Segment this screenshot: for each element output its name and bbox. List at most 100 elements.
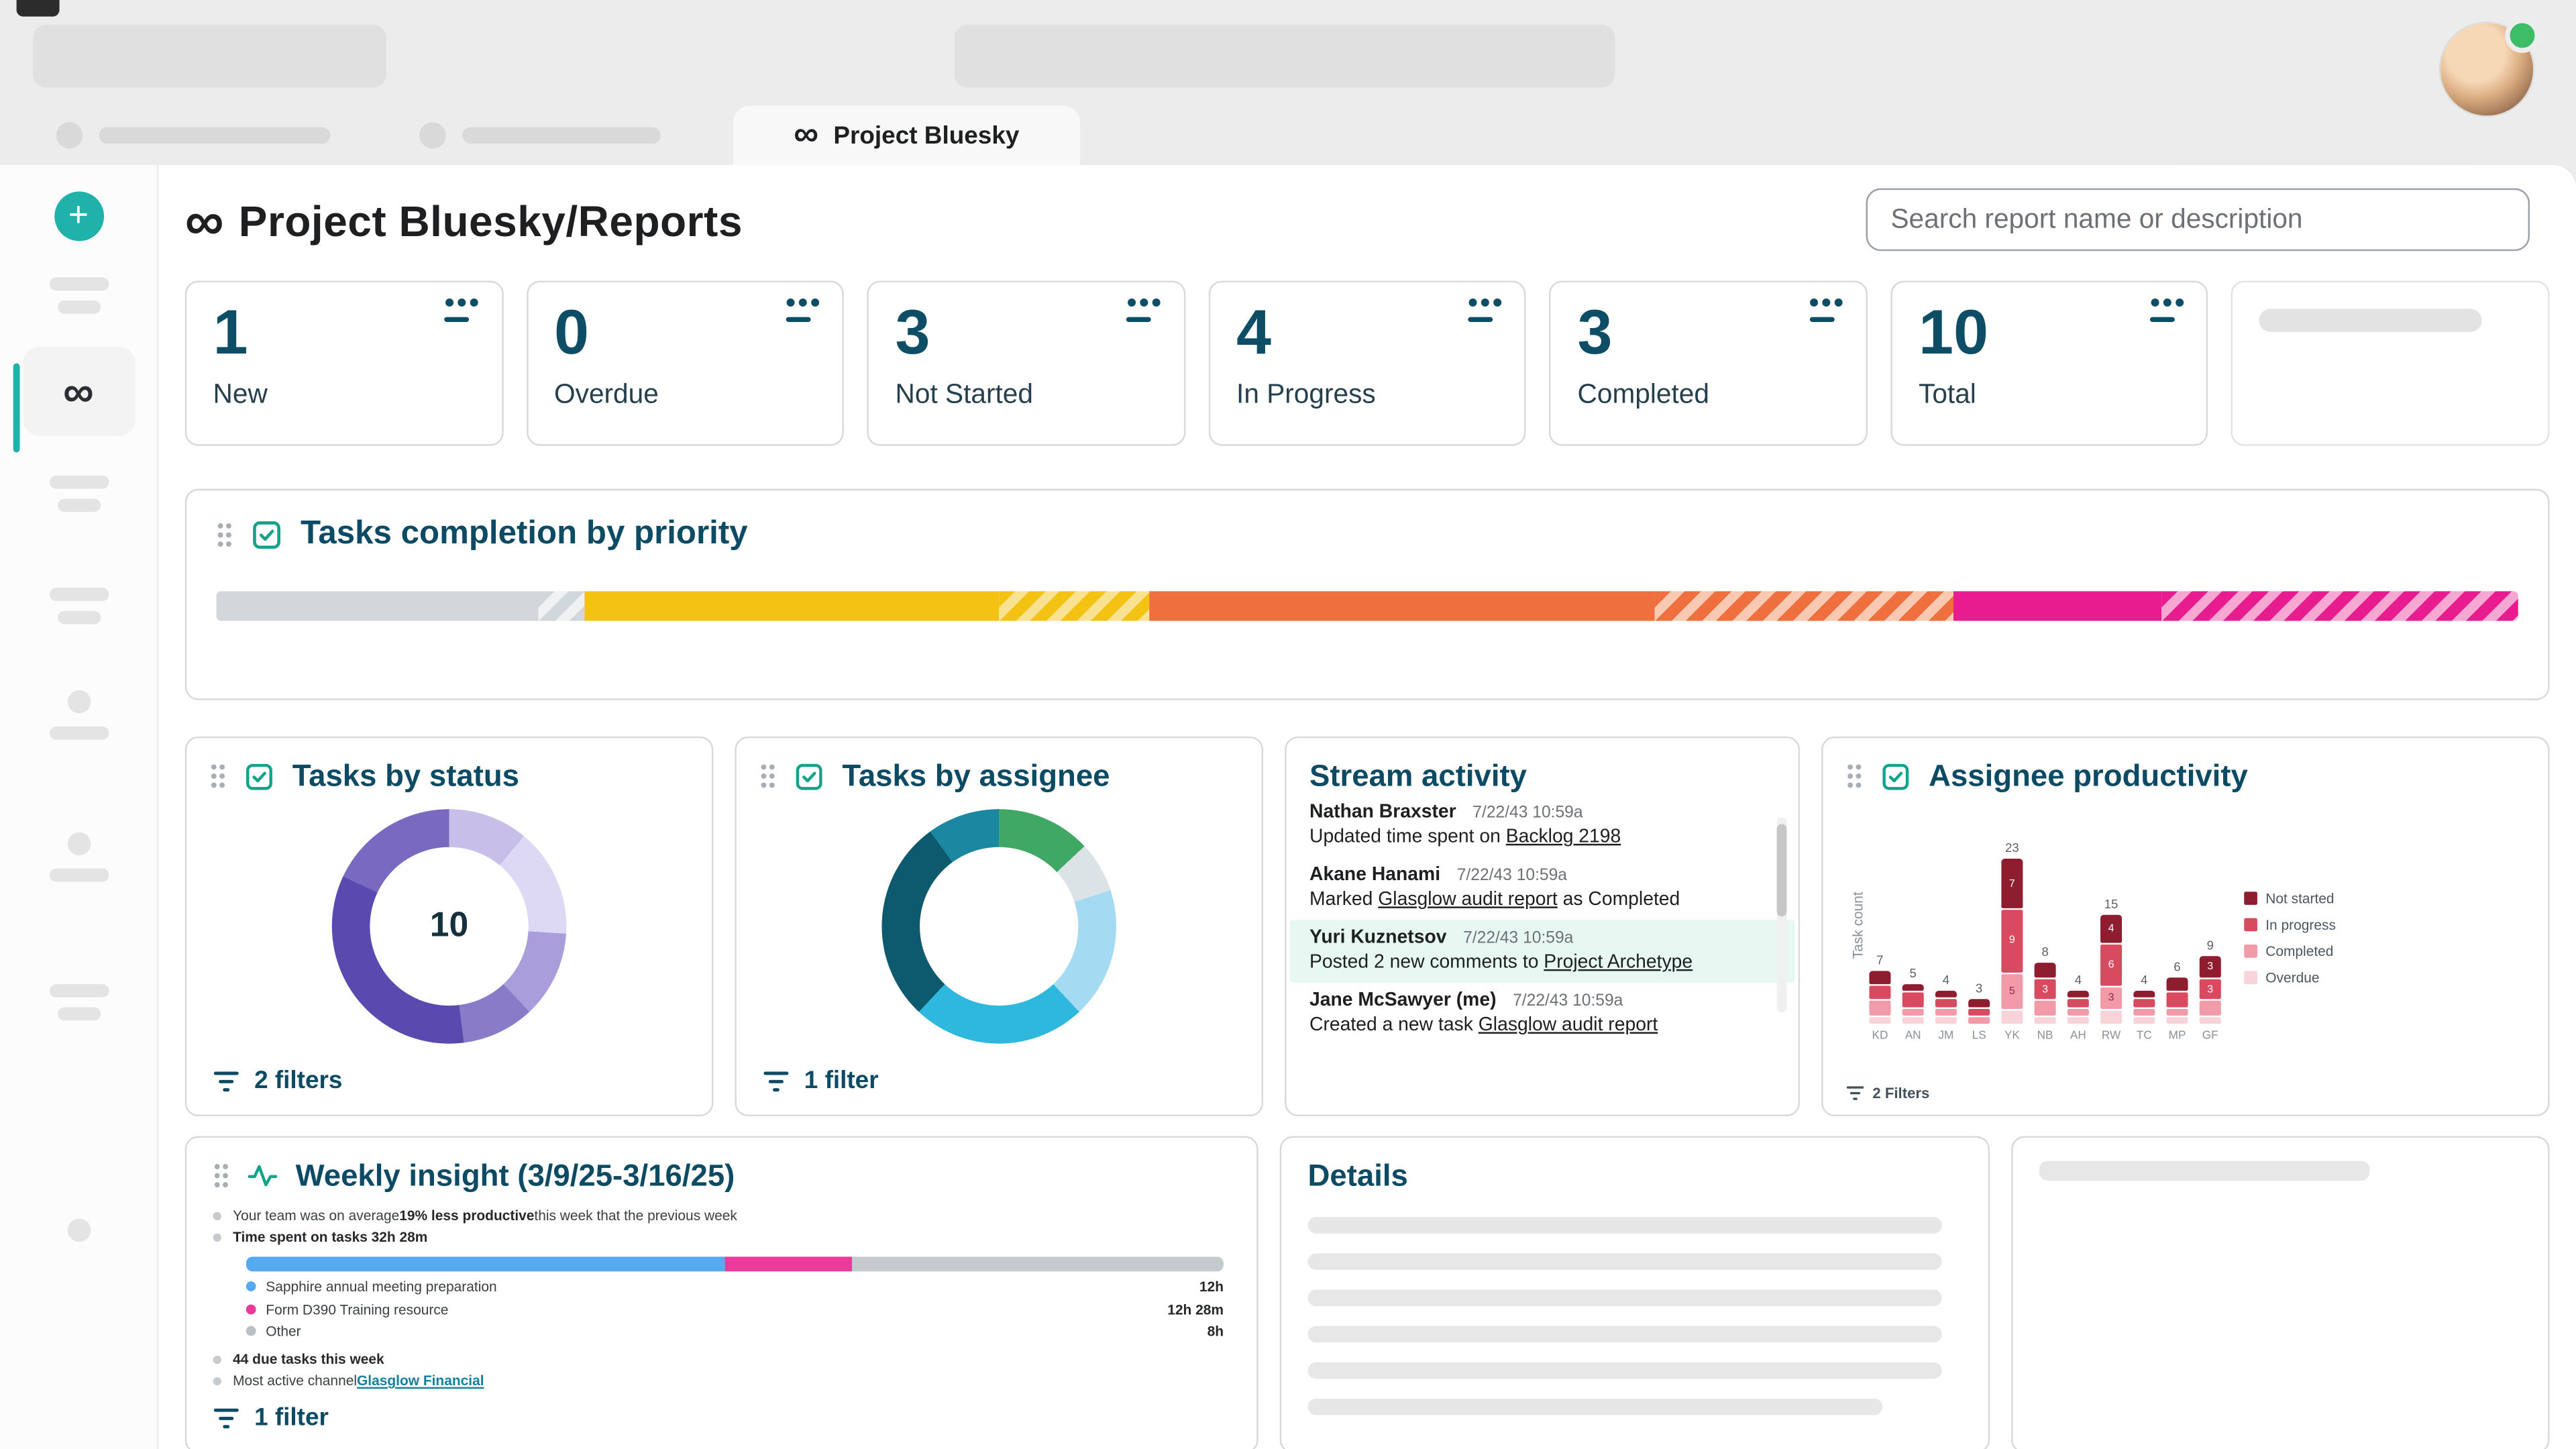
bar-segment <box>1968 1016 1990 1024</box>
card-title: Stream activity <box>1309 757 1527 793</box>
insight-text: 19% less productive <box>399 1207 535 1224</box>
skeleton-bar <box>48 475 109 489</box>
sidebar-item-skeleton[interactable] <box>0 588 157 625</box>
stat-label: New <box>213 380 268 410</box>
sidebar-item-skeleton[interactable] <box>0 277 157 314</box>
bar-total-label: 4 <box>2141 973 2148 988</box>
assignee-donut-chart[interactable] <box>881 809 1117 1044</box>
tab-icon-skeleton <box>419 122 446 149</box>
activity-link[interactable]: Glasglow audit report <box>1478 1015 1658 1036</box>
bar-total-label: 6 <box>2174 959 2181 974</box>
bar-segment <box>2199 1016 2221 1024</box>
bar-column: 4 TC <box>2133 973 2155 1042</box>
bar-segment <box>2133 1000 2155 1007</box>
stat-value: 3 <box>895 299 930 368</box>
skeleton-bar <box>48 984 109 998</box>
skeleton-bar <box>2039 1161 2370 1181</box>
dots-underline <box>1809 317 1834 321</box>
more-menu[interactable]: ••• <box>1468 289 1505 321</box>
sidebar: + ∞ <box>0 165 159 1449</box>
legend-swatch <box>246 1281 256 1291</box>
bar-segment <box>1968 1008 1990 1016</box>
activity-link[interactable]: Glasglow audit report <box>1378 890 1558 910</box>
sidebar-icon-skeleton[interactable] <box>66 690 91 714</box>
card-title: Tasks by assignee <box>842 757 1110 793</box>
x-axis-label: GF <box>2202 1030 2218 1042</box>
main-content: ∞ Project Bluesky/Reports ••• 1 New ••• … <box>158 165 2576 1449</box>
tab-project-bluesky[interactable]: ∞ Project Bluesky <box>733 105 1080 166</box>
card-title: Weekly insight (3/9/25-3/16/25) <box>295 1157 735 1193</box>
tab-skeleton[interactable] <box>396 106 733 166</box>
legend-item: Completed <box>2244 943 2336 960</box>
bar-column: 8 3 NB <box>2034 945 2056 1042</box>
bar-segment <box>2001 1010 2023 1024</box>
bar-segment <box>1869 1016 1891 1024</box>
tasks-completion-card: Tasks completion by priority <box>184 488 2550 700</box>
legend-label: In progress <box>2265 916 2336 933</box>
sidebar-item-skeleton[interactable] <box>0 868 157 882</box>
add-button[interactable]: + <box>54 191 103 241</box>
skeleton-bar <box>48 727 109 740</box>
search-input[interactable] <box>1866 188 2530 252</box>
dots-icon: ••• <box>1809 287 1846 319</box>
legend-label: Completed <box>2265 943 2334 960</box>
legend-label: Other <box>266 1322 301 1340</box>
filters-button[interactable]: 1 filter <box>763 1067 879 1095</box>
drag-handle-icon[interactable] <box>216 521 233 547</box>
sidebar-icon-skeleton[interactable] <box>66 832 91 856</box>
bar-segment <box>1869 970 1891 985</box>
bullet-icon <box>213 1355 221 1364</box>
bar-segment: 7 <box>2001 859 2023 908</box>
bar-segment <box>2166 977 2188 991</box>
avatar[interactable] <box>2440 18 2540 116</box>
drag-handle-icon[interactable] <box>213 1163 230 1189</box>
legend-label: Overdue <box>2265 969 2320 986</box>
insight-link[interactable]: Glasglow Financial <box>357 1372 484 1389</box>
bullet-icon <box>213 1233 221 1242</box>
more-menu[interactable]: ••• <box>1126 289 1164 321</box>
more-menu[interactable]: ••• <box>786 289 822 321</box>
filters-button[interactable]: 1 filter <box>213 1403 329 1432</box>
drag-handle-icon[interactable] <box>759 763 776 789</box>
legend-item: Not started <box>2244 890 2336 906</box>
sidebar-item-skeleton[interactable] <box>0 475 157 513</box>
activity-link[interactable]: Project Archetype <box>1544 953 1693 973</box>
activity-link[interactable]: Backlog 2198 <box>1505 827 1621 847</box>
stat-card-not-started: ••• 3 Not Started <box>867 280 1185 446</box>
stacked-bar-chart[interactable]: 7 KD 5 AN 4 JM 3 LS 23 7 9 5 YK 8 3 NB 4 AH 15 4 6 3 RW 4 TC 6 MP 9… <box>1869 808 2221 1042</box>
bar-segment: 4 <box>2100 914 2123 943</box>
activity-text: Created a new task <box>1309 1015 1479 1036</box>
sidebar-item-project-bluesky[interactable]: ∞ <box>22 346 135 436</box>
filters-button[interactable]: 2 filters <box>213 1067 342 1095</box>
bar-segment: 6 <box>2100 944 2123 986</box>
tab-skeleton[interactable] <box>33 106 396 166</box>
skeleton-bar <box>1307 1253 1943 1270</box>
bar-column: 6 MP <box>2166 959 2188 1042</box>
filters-button[interactable]: 2 Filters <box>1846 1085 1929 1102</box>
bar-segment <box>1935 1008 1957 1016</box>
time-spent-bar <box>246 1256 1224 1272</box>
insight-text: 44 due tasks this week <box>233 1350 384 1368</box>
more-menu[interactable]: ••• <box>1809 287 1846 321</box>
activity-text: as Completed <box>1557 890 1680 910</box>
status-donut-chart[interactable]: 10 <box>331 809 567 1044</box>
address-bar-skeleton[interactable] <box>954 24 1615 88</box>
more-menu[interactable]: ••• <box>444 289 482 321</box>
stat-label: Total <box>1919 380 1976 410</box>
drag-handle-icon[interactable] <box>1846 763 1863 789</box>
sidebar-item-skeleton[interactable] <box>0 727 157 740</box>
bar-segment <box>999 591 1149 621</box>
sidebar-icon-skeleton[interactable] <box>66 1218 91 1242</box>
activity-timestamp: 7/22/43 10:59a <box>1513 992 1623 1011</box>
priority-stacked-bar[interactable] <box>216 591 2518 621</box>
sidebar-item-skeleton[interactable] <box>0 984 157 1021</box>
active-item-accent <box>13 363 20 453</box>
legend-label: Sapphire annual meeting preparation <box>266 1278 497 1295</box>
drag-handle-icon[interactable] <box>210 763 227 789</box>
scrollbar-thumb[interactable] <box>1776 824 1787 917</box>
bar-segment <box>1869 1001 1891 1016</box>
scrollbar[interactable] <box>1776 817 1787 1012</box>
more-menu[interactable]: ••• <box>2150 289 2187 321</box>
legend-swatch <box>2244 892 2257 905</box>
bar-segment: 3 <box>2199 956 2221 977</box>
